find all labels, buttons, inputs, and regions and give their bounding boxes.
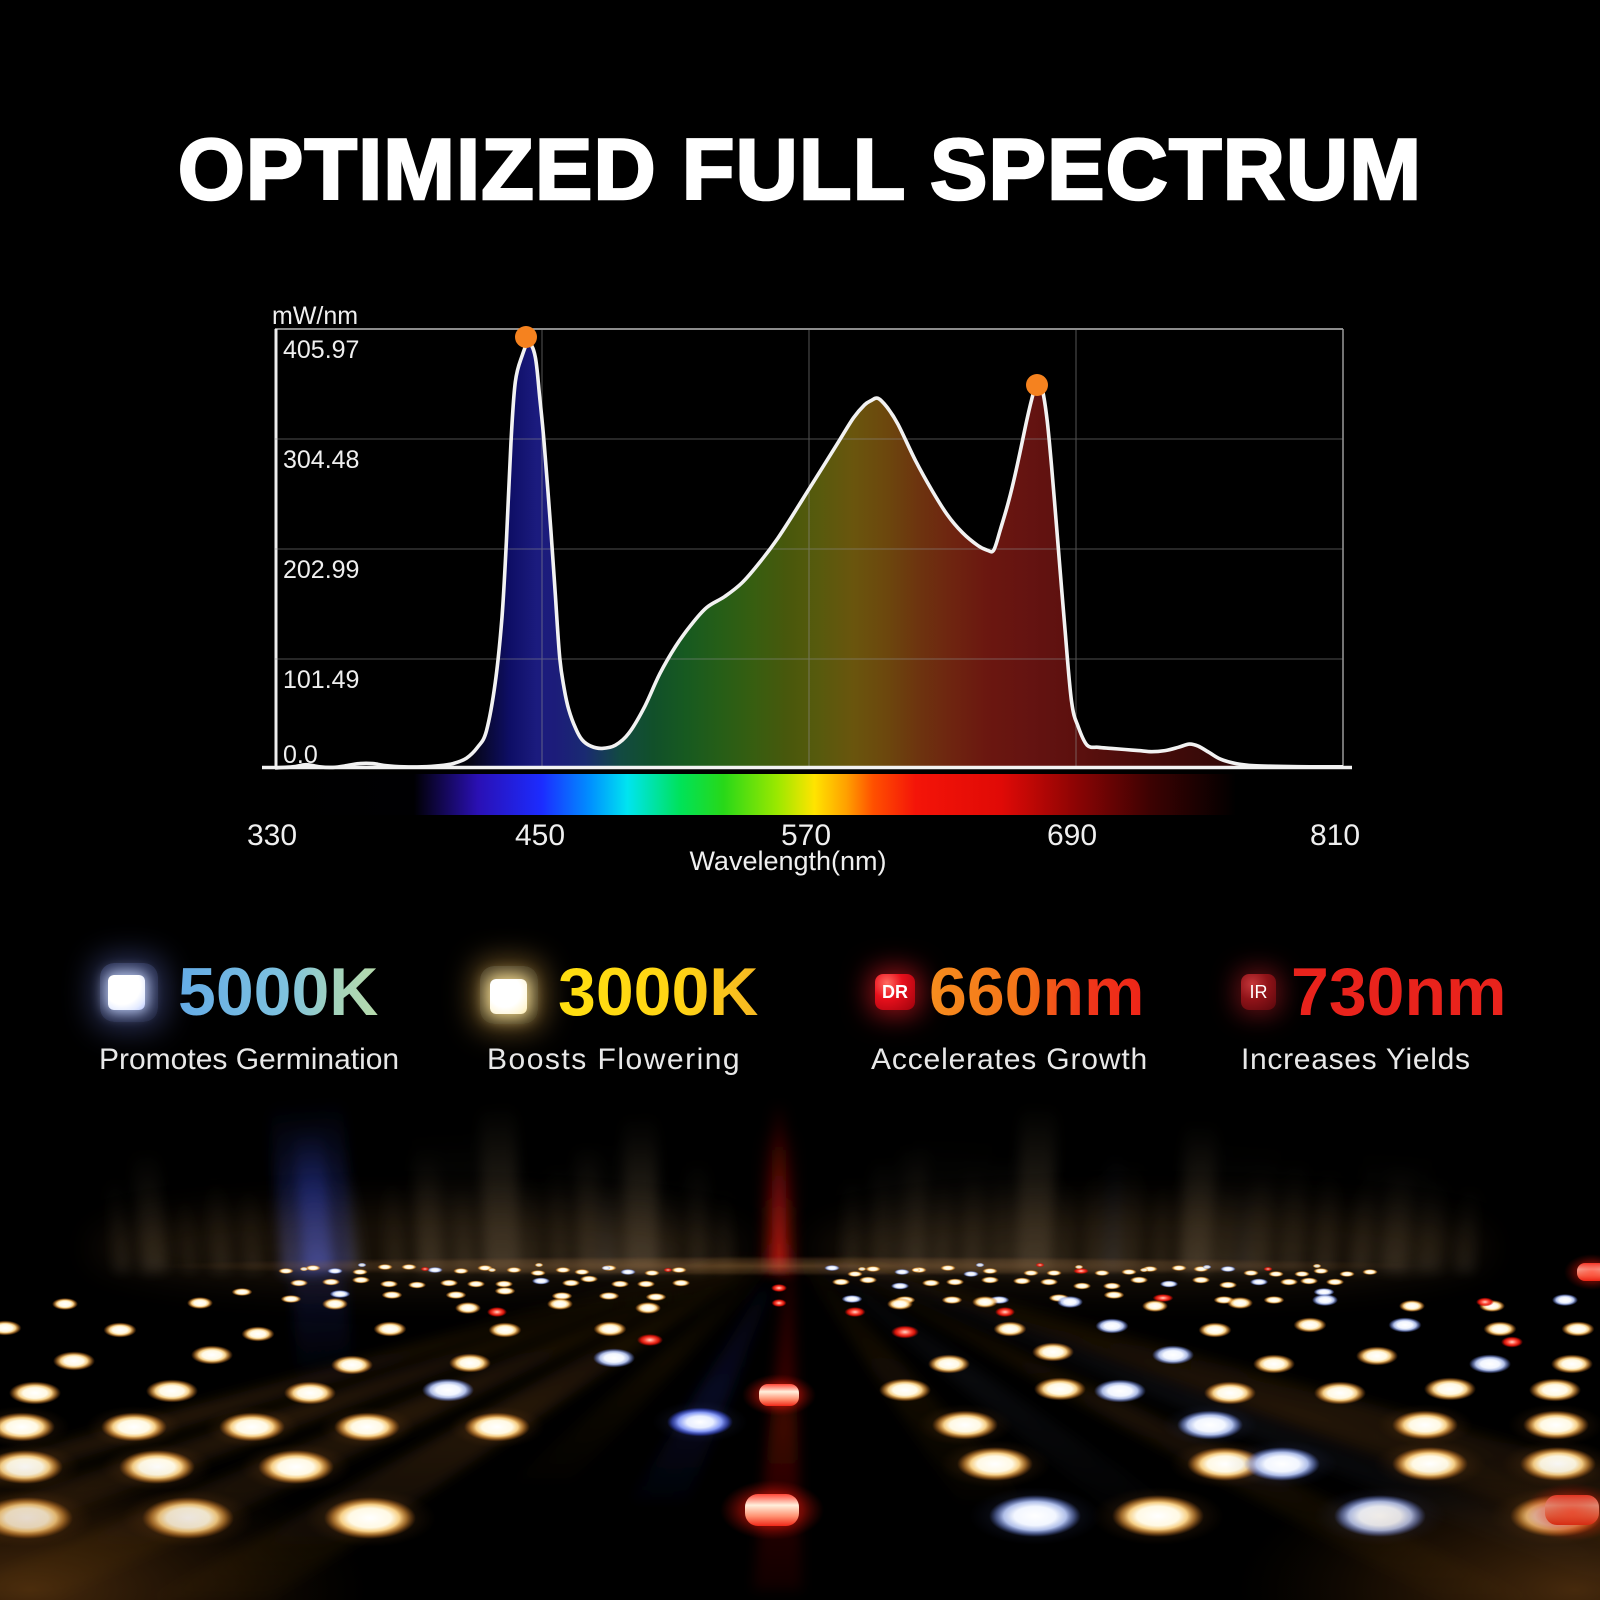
svg-text:101.49: 101.49 — [283, 666, 359, 694]
svg-text:Wavelength(nm): Wavelength(nm) — [689, 846, 886, 876]
svg-text:690: 690 — [1047, 819, 1097, 852]
svg-text:810: 810 — [1310, 819, 1360, 852]
svg-text:450: 450 — [515, 819, 565, 852]
svg-text:330: 330 — [247, 819, 297, 852]
svg-text:mW/nm: mW/nm — [272, 302, 358, 330]
svg-text:304.48: 304.48 — [283, 446, 359, 474]
svg-text:570: 570 — [781, 819, 831, 852]
svg-text:202.99: 202.99 — [283, 556, 359, 584]
svg-text:405.97: 405.97 — [283, 336, 359, 364]
svg-text:0.0: 0.0 — [283, 741, 318, 769]
